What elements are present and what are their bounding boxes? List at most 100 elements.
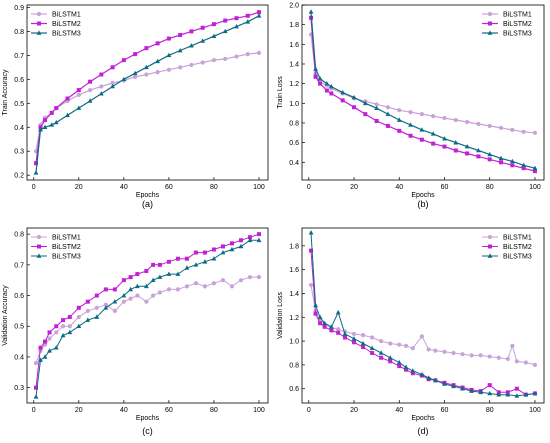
data-point-bilstm3 <box>94 314 100 319</box>
legend-swatch-marker <box>487 253 493 258</box>
data-point-bilstm3 <box>60 332 66 338</box>
data-point-bilstm2 <box>453 148 458 153</box>
data-point-bilstm1 <box>166 67 171 72</box>
data-point-bilstm3 <box>342 331 348 336</box>
data-point-bilstm3 <box>33 170 39 175</box>
data-point-bilstm3 <box>523 392 529 397</box>
data-point-bilstm3 <box>496 392 502 397</box>
data-point-bilstm1 <box>451 350 456 356</box>
y-tick-label: 0.5 <box>14 101 24 108</box>
data-point-bilstm2 <box>397 364 402 369</box>
data-point-bilstm2 <box>166 36 171 41</box>
data-point-bilstm3 <box>121 292 127 298</box>
x-tick-label: 0 <box>307 407 311 414</box>
data-point-bilstm3 <box>76 105 82 110</box>
data-point-bilstm2 <box>379 355 384 360</box>
data-point-bilstm1 <box>85 308 90 313</box>
data-point-bilstm3 <box>150 277 156 282</box>
plot-frame <box>26 227 269 404</box>
data-point-bilstm2 <box>329 328 334 333</box>
data-point-bilstm1 <box>211 58 217 63</box>
y-tick-label: 0.7 <box>14 53 24 60</box>
data-point-bilstm3 <box>478 389 484 395</box>
plot-frame <box>26 4 269 181</box>
data-point-bilstm3 <box>460 386 465 391</box>
y-tick-label: 0.4 <box>14 354 24 361</box>
y-tick-label: 0.8 <box>14 29 24 36</box>
x-tick-label: 0 <box>307 184 311 191</box>
data-point-bilstm3 <box>166 271 172 276</box>
x-tick-label: 100 <box>253 184 265 191</box>
data-point-bilstm2 <box>151 262 156 267</box>
y-tick-label: 1.4 <box>289 291 299 298</box>
x-axis-label: Epochs <box>136 192 160 199</box>
data-point-bilstm2 <box>532 169 537 174</box>
chart-panel-4: 0 20 40 60 80 100 0.6 0.8 1.0 1.2 1.4 1.6 1.8 Epochs V… <box>277 227 545 436</box>
data-point-bilstm3 <box>211 33 217 38</box>
data-point-bilstm3 <box>419 371 425 377</box>
chart-panel-3: 0 20 40 60 80 100 0.3 0.4 0.5 0.6 0.7 0.8 Epochs Vali… <box>2 227 269 436</box>
x-tick-label: 80 <box>486 407 494 414</box>
data-point-bilstm1 <box>510 127 515 132</box>
data-point-bilstm2 <box>476 154 481 159</box>
data-point-bilstm1 <box>54 330 59 335</box>
data-point-bilstm1 <box>175 287 181 292</box>
legend: BiLSTM1 BiLSTM2 BiLSTM3 <box>31 12 81 38</box>
data-point-bilstm2 <box>144 268 149 273</box>
data-point-bilstm3 <box>340 89 346 95</box>
data-point-bilstm3 <box>505 392 511 397</box>
data-point-bilstm3 <box>351 336 357 341</box>
data-point-bilstm2 <box>110 65 115 70</box>
legend-entry: BiLSTM2 <box>503 21 532 28</box>
data-point-bilstm3 <box>509 158 515 164</box>
data-point-bilstm2 <box>38 345 43 350</box>
data-point-bilstm3 <box>110 83 115 89</box>
data-point-bilstm3 <box>76 323 82 329</box>
data-point-bilstm2 <box>336 330 341 335</box>
legend-entry: BiLSTM3 <box>52 254 81 261</box>
legend-swatch-marker <box>37 244 41 249</box>
y-tick-label: 0.5 <box>14 324 24 331</box>
data-point-bilstm1 <box>379 338 384 344</box>
data-point-bilstm1 <box>144 299 149 304</box>
data-point-bilstm1 <box>76 92 81 97</box>
data-point-bilstm3 <box>202 259 208 264</box>
data-point-bilstm2 <box>245 13 250 18</box>
data-point-bilstm1 <box>433 348 438 353</box>
data-point-bilstm2 <box>67 315 72 320</box>
data-point-bilstm1 <box>166 287 171 292</box>
data-point-bilstm1 <box>532 130 538 135</box>
data-point-bilstm1 <box>223 56 228 62</box>
data-point-bilstm2 <box>202 250 207 255</box>
data-point-bilstm3 <box>451 383 456 389</box>
y-tick-label: 1.8 <box>289 243 299 250</box>
legend-entry: BiLSTM1 <box>503 12 532 19</box>
data-point-bilstm3 <box>430 131 436 136</box>
data-point-bilstm1 <box>151 293 156 298</box>
data-point-bilstm3 <box>487 151 493 157</box>
data-point-bilstm2 <box>49 110 54 115</box>
data-point-bilstm3 <box>464 143 470 149</box>
data-point-bilstm2 <box>419 137 424 142</box>
panel-label: (b) <box>418 199 429 209</box>
data-point-bilstm3 <box>103 305 109 310</box>
data-point-bilstm2 <box>88 79 93 84</box>
data-point-bilstm3 <box>360 340 366 346</box>
data-point-bilstm2 <box>256 10 261 15</box>
data-point-bilstm3 <box>85 317 91 322</box>
data-point-bilstm1 <box>510 343 515 348</box>
y-tick-label: 0.9 <box>14 5 24 12</box>
y-tick-label: 2.0 <box>289 3 299 10</box>
data-point-bilstm1 <box>121 299 126 304</box>
data-point-bilstm3 <box>67 329 73 335</box>
data-point-bilstm2 <box>94 293 99 298</box>
x-tick-label: 0 <box>32 407 36 414</box>
data-point-bilstm3 <box>143 64 149 70</box>
data-point-bilstm1 <box>514 359 519 364</box>
data-point-bilstm3 <box>177 47 183 53</box>
data-point-bilstm2 <box>256 232 261 237</box>
legend-entry: BiLSTM3 <box>52 31 81 38</box>
data-point-bilstm1 <box>256 275 262 280</box>
data-point-bilstm1 <box>476 121 481 127</box>
y-tick-label: 1.6 <box>289 42 299 49</box>
